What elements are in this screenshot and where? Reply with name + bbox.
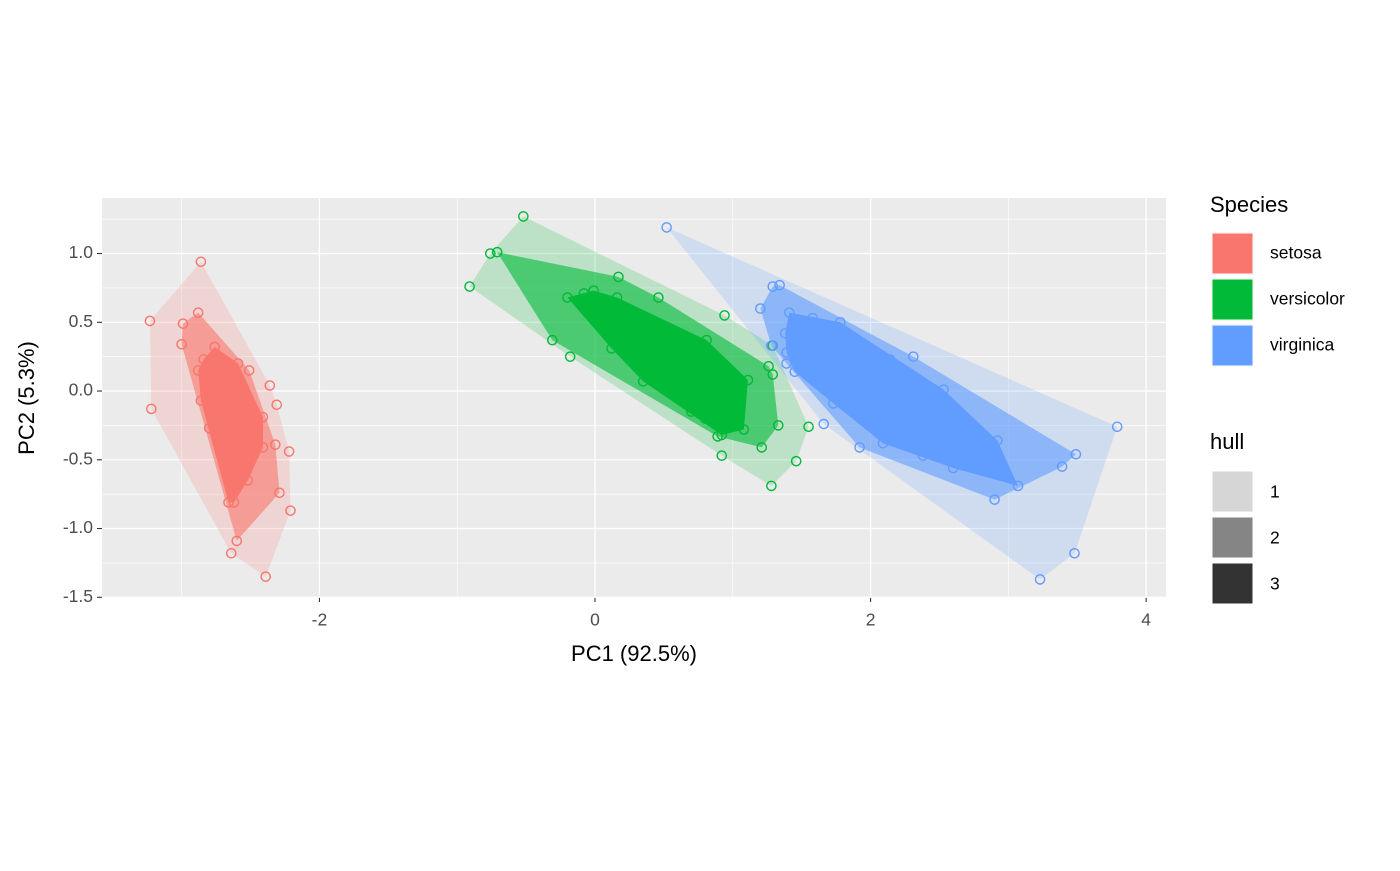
y-tick-label: 0.0 (69, 380, 94, 400)
y-tick-label: -1.5 (63, 586, 93, 606)
legend-swatch (1211, 278, 1254, 321)
point (464, 281, 475, 292)
y-tick-label: -1.0 (63, 517, 93, 537)
point (225, 547, 237, 559)
legend-label: setosa (1270, 243, 1322, 263)
y-tick-label: -0.5 (63, 448, 93, 468)
legend-label: versicolor (1270, 289, 1345, 309)
point (1111, 421, 1123, 433)
point (719, 310, 730, 321)
legend-swatch (1211, 470, 1254, 513)
point (484, 248, 496, 259)
point (146, 403, 157, 415)
point (144, 315, 156, 327)
point (803, 421, 814, 433)
x-tick-label: 4 (1141, 610, 1151, 630)
legend-swatch (1211, 516, 1254, 559)
point (285, 505, 296, 516)
point (661, 222, 672, 233)
point (283, 446, 295, 457)
hull (785, 312, 1019, 486)
point (195, 256, 207, 268)
point (518, 211, 529, 222)
legend-label: 3 (1270, 574, 1280, 594)
legend-swatch (1211, 232, 1254, 275)
panel-background (102, 198, 1166, 597)
x-axis-label: PC1 (92.5%) (571, 641, 697, 666)
legend-swatch (1211, 324, 1254, 367)
legend-title: Species (1210, 192, 1288, 217)
y-tick-label: 0.5 (69, 311, 93, 331)
x-tick-label: -2 (312, 610, 328, 630)
point (271, 399, 283, 411)
legend-label: 1 (1270, 482, 1280, 502)
legend-key (1211, 470, 1254, 513)
y-axis-label: PC2 (5.3%) (14, 341, 39, 455)
legend-label: virginica (1270, 335, 1334, 355)
point (818, 418, 830, 430)
point (1034, 574, 1046, 585)
hull-legend-title: hull (1210, 429, 1244, 454)
point (260, 571, 271, 582)
y-tick-label: 1.0 (69, 242, 94, 262)
point (264, 380, 276, 391)
hull (198, 347, 263, 503)
point (1069, 547, 1080, 559)
point (716, 450, 728, 461)
x-tick-label: 0 (590, 610, 600, 630)
hull (567, 290, 748, 436)
point (564, 351, 576, 362)
legend-swatch (1211, 562, 1254, 605)
point (766, 480, 777, 492)
point (491, 246, 503, 258)
x-tick-label: 2 (866, 610, 876, 630)
point (790, 455, 802, 467)
legend-label: 2 (1270, 528, 1280, 548)
